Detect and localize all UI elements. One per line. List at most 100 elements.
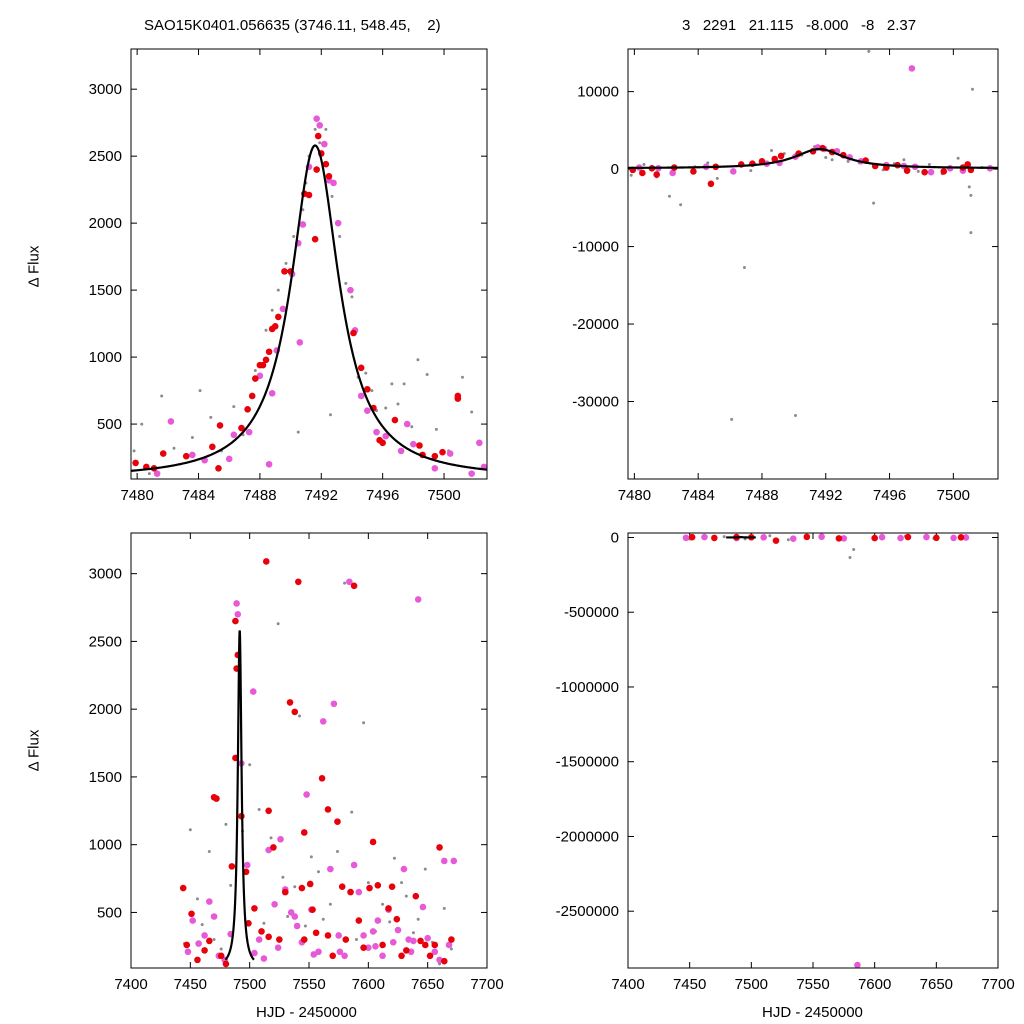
magenta-point bbox=[321, 140, 328, 148]
x-tick-label: 7500 bbox=[233, 976, 266, 993]
gray-point bbox=[470, 410, 474, 414]
gray-point bbox=[298, 714, 302, 718]
red-point bbox=[324, 806, 332, 813]
y-tick-label: -30000 bbox=[572, 394, 619, 411]
magenta-point bbox=[897, 534, 904, 542]
gray-point bbox=[768, 534, 772, 538]
magenta-point bbox=[403, 420, 411, 428]
model-curve bbox=[131, 144, 487, 472]
gray-point bbox=[793, 413, 797, 417]
red-point bbox=[262, 356, 270, 364]
magenta-point bbox=[293, 922, 301, 930]
magenta-point bbox=[319, 718, 327, 725]
red-point bbox=[300, 829, 308, 836]
magenta-point bbox=[189, 917, 197, 924]
red-point bbox=[431, 941, 439, 949]
magenta-point bbox=[397, 447, 405, 455]
magenta-point bbox=[760, 534, 767, 541]
magenta-point bbox=[410, 937, 417, 945]
magenta-point bbox=[346, 578, 353, 586]
gray-point bbox=[416, 917, 420, 921]
magenta-point bbox=[394, 926, 402, 934]
magenta-point bbox=[201, 932, 208, 939]
red-point bbox=[295, 578, 302, 586]
red-point bbox=[245, 919, 252, 927]
gray-point bbox=[248, 763, 252, 767]
red-point bbox=[391, 416, 399, 424]
red-point bbox=[448, 936, 455, 943]
red-point bbox=[379, 439, 386, 447]
gray-point bbox=[402, 382, 406, 386]
y-tick-label: -20000 bbox=[572, 316, 619, 333]
gray-point bbox=[867, 49, 871, 53]
red-point bbox=[436, 844, 443, 851]
gray-point bbox=[423, 867, 427, 871]
y-tick-label: 2000 bbox=[89, 701, 122, 718]
magenta-point bbox=[303, 791, 310, 798]
magenta-point bbox=[854, 961, 861, 968]
model-curve bbox=[224, 630, 255, 961]
magenta-point bbox=[357, 392, 365, 400]
gray-point bbox=[366, 881, 370, 885]
red-point bbox=[228, 863, 236, 870]
red-point bbox=[653, 171, 661, 178]
gray-point bbox=[749, 169, 753, 173]
red-point bbox=[182, 452, 190, 460]
gray-point bbox=[318, 141, 322, 145]
bottom-left-xlabel: HJD - 2450000 bbox=[256, 1004, 357, 1021]
gray-point bbox=[343, 581, 347, 585]
magenta-point bbox=[729, 168, 737, 175]
red-point bbox=[416, 442, 423, 449]
plot-frame bbox=[627, 48, 999, 480]
magenta-point bbox=[374, 917, 382, 924]
y-tick-label: 1500 bbox=[89, 282, 122, 299]
plot-frame bbox=[130, 532, 488, 969]
y-tick-label: 3000 bbox=[89, 81, 122, 98]
magenta-point bbox=[840, 535, 848, 542]
y-tick-label: 1500 bbox=[89, 769, 122, 786]
gray-point bbox=[209, 415, 213, 419]
gray-point bbox=[442, 906, 446, 910]
y-tick-label: 0 bbox=[611, 529, 619, 546]
magenta-point bbox=[419, 903, 427, 911]
red-point bbox=[194, 956, 201, 964]
red-point bbox=[251, 375, 259, 382]
magenta-point bbox=[389, 938, 397, 946]
magenta-point bbox=[336, 948, 344, 956]
panel-top-left: 500 1000 1500 2000 2500 3000 7480 7484 7488 7492 7… bbox=[89, 48, 488, 504]
red-point bbox=[132, 459, 139, 467]
gray-point bbox=[257, 807, 261, 811]
gray-point bbox=[270, 308, 274, 312]
gray-point bbox=[715, 176, 719, 180]
red-point bbox=[379, 941, 386, 949]
red-point bbox=[281, 268, 288, 275]
gray-point bbox=[410, 425, 414, 429]
gray-point bbox=[370, 389, 374, 393]
red-point bbox=[350, 329, 357, 337]
gray-point bbox=[956, 156, 960, 160]
magenta-point bbox=[669, 169, 676, 177]
x-tick-label: 7484 bbox=[182, 487, 215, 504]
gray-point bbox=[303, 924, 307, 928]
red-point bbox=[777, 152, 785, 160]
x-tick-label: 7492 bbox=[809, 487, 842, 504]
left-title: SAO15K0401.056635 (3746.11, 548.45, 2) bbox=[144, 17, 441, 34]
magenta-point bbox=[234, 611, 242, 618]
red-point bbox=[639, 169, 646, 177]
y-tick-label: 2000 bbox=[89, 215, 122, 232]
gray-point bbox=[316, 870, 320, 874]
magenta-point bbox=[360, 932, 367, 939]
gray-point bbox=[416, 358, 420, 362]
gray-point bbox=[219, 947, 223, 951]
gray-point bbox=[642, 162, 646, 166]
magenta-point bbox=[347, 286, 354, 294]
red-point bbox=[933, 534, 940, 542]
red-point bbox=[242, 868, 250, 876]
x-tick-label: 7650 bbox=[411, 976, 444, 993]
red-point bbox=[209, 443, 216, 451]
red-point bbox=[159, 450, 167, 457]
red-point bbox=[262, 558, 270, 565]
gray-point bbox=[147, 472, 151, 476]
x-tick-label: 7450 bbox=[673, 976, 706, 993]
